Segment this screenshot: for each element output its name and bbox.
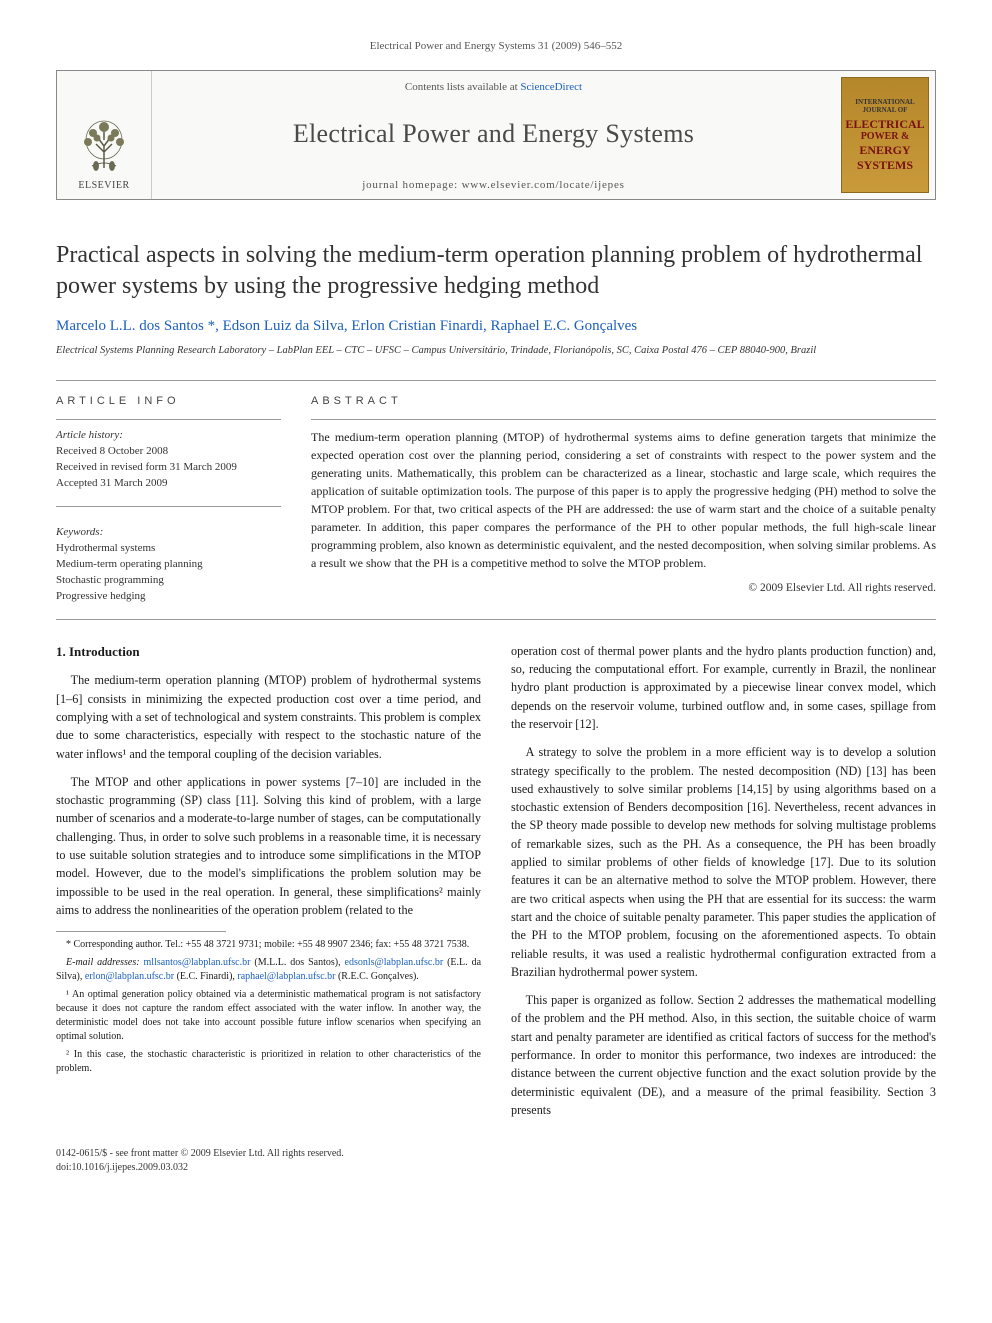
cover-line-2: ELECTRICAL: [845, 117, 924, 131]
corresponding-author-note: * Corresponding author. Tel.: +55 48 372…: [56, 938, 481, 952]
journal-homepage-line: journal homepage: www.elsevier.com/locat…: [160, 179, 827, 191]
journal-cover-thumb: INTERNATIONAL JOURNAL OF ELECTRICAL POWE…: [841, 77, 929, 193]
history-received: Received 8 October 2008: [56, 445, 168, 457]
info-rule-2: [56, 506, 281, 507]
article-title: Practical aspects in solving the medium-…: [56, 240, 936, 302]
email-link[interactable]: erlon@labplan.ufsc.br: [85, 971, 174, 982]
affiliation: Electrical Systems Planning Research Lab…: [56, 345, 936, 356]
email-who: (E.C. Finardi),: [177, 971, 235, 982]
cover-line-1: INTERNATIONAL JOURNAL OF: [842, 98, 928, 115]
keyword: Medium-term operating planning: [56, 558, 203, 570]
footer-front-matter: 0142-0615/$ - see front matter © 2009 El…: [56, 1148, 344, 1159]
keyword: Progressive hedging: [56, 590, 146, 602]
cover-line-3: POWER &: [861, 131, 910, 143]
body-paragraph: The medium-term operation planning (MTOP…: [56, 671, 481, 762]
history-revised: Received in revised form 31 March 2009: [56, 461, 237, 473]
email-link[interactable]: mllsantos@labplan.ufsc.br: [143, 957, 250, 968]
email-label: E-mail addresses:: [66, 957, 140, 968]
history-title: Article history:: [56, 429, 123, 441]
journal-masthead: ELSEVIER Contents lists available at Sci…: [56, 70, 936, 200]
body-paragraph: A strategy to solve the problem in a mor…: [511, 743, 936, 981]
email-link[interactable]: edsonls@labplan.ufsc.br: [345, 957, 444, 968]
keyword: Hydrothermal systems: [56, 542, 155, 554]
body-paragraph: operation cost of thermal power plants a…: [511, 642, 936, 733]
email-who: (R.E.C. Gonçalves).: [338, 971, 419, 982]
article-body: 1. Introduction The medium-term operatio…: [56, 642, 936, 1129]
author-link[interactable]: Marcelo L.L. dos Santos *, Edson Luiz da…: [56, 318, 637, 334]
body-paragraph: This paper is organized as follow. Secti…: [511, 991, 936, 1119]
history-accepted: Accepted 31 March 2009: [56, 477, 168, 489]
keyword: Stochastic programming: [56, 574, 164, 586]
publisher-name: ELSEVIER: [78, 180, 129, 191]
rule-mid: [56, 619, 936, 620]
footer-doi: doi:10.1016/j.ijepes.2009.03.032: [56, 1162, 188, 1173]
info-rule-1: [56, 419, 281, 420]
page-footer: 0142-0615/$ - see front matter © 2009 El…: [56, 1147, 936, 1175]
abstract-copyright: © 2009 Elsevier Ltd. All rights reserved…: [311, 582, 936, 594]
footnote-1: ¹ An optimal generation policy obtained …: [56, 988, 481, 1044]
footnotes-separator: [56, 931, 226, 932]
keywords-title: Keywords:: [56, 525, 281, 541]
footnotes-block: * Corresponding author. Tel.: +55 48 372…: [56, 938, 481, 1076]
email-who: (M.L.L. dos Santos),: [254, 957, 340, 968]
contents-available-line: Contents lists available at ScienceDirec…: [160, 81, 827, 93]
section-heading: 1. Introduction: [56, 642, 481, 662]
contents-prefix: Contents lists available at: [405, 81, 520, 93]
authors-line: Marcelo L.L. dos Santos *, Edson Luiz da…: [56, 318, 936, 335]
email-addresses-note: E-mail addresses: mllsantos@labplan.ufsc…: [56, 956, 481, 984]
journal-name: Electrical Power and Energy Systems: [160, 119, 827, 149]
sciencedirect-link[interactable]: ScienceDirect: [520, 81, 582, 93]
homepage-prefix: journal homepage:: [362, 179, 461, 191]
homepage-url[interactable]: www.elsevier.com/locate/ijepes: [462, 179, 625, 191]
article-info-label: ARTICLE INFO: [56, 395, 281, 407]
abstract-rule: [311, 419, 936, 420]
cover-line-5: SYSTEMS: [857, 158, 913, 172]
body-paragraph: The MTOP and other applications in power…: [56, 773, 481, 919]
abstract-label: ABSTRACT: [311, 395, 936, 407]
running-header: Electrical Power and Energy Systems 31 (…: [56, 40, 936, 52]
email-link[interactable]: raphael@labplan.ufsc.br: [237, 971, 335, 982]
rule-top: [56, 380, 936, 381]
footnote-2: ² In this case, the stochastic character…: [56, 1048, 481, 1076]
abstract-text: The medium-term operation planning (MTOP…: [311, 428, 936, 572]
publisher-block: ELSEVIER: [57, 71, 152, 199]
cover-line-4: ENERGY: [859, 143, 910, 157]
elsevier-tree-icon: [78, 118, 130, 176]
